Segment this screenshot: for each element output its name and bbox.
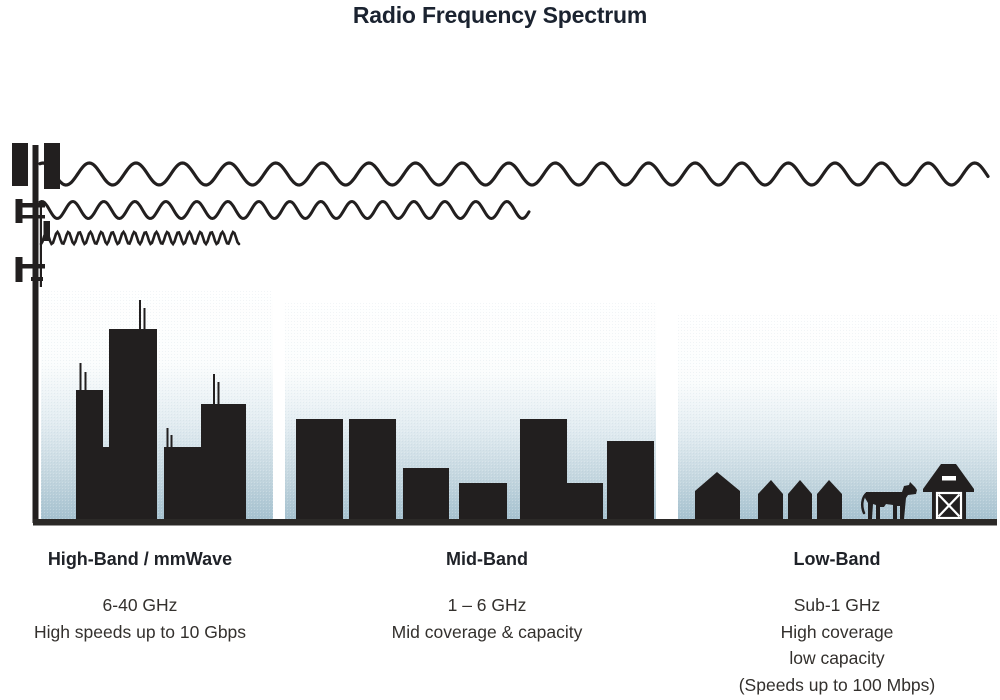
building-icon: [520, 419, 567, 523]
house-icon: [695, 472, 740, 523]
medium-wavelength-wave: [38, 199, 531, 221]
building-icon: [349, 419, 396, 523]
page-title: Radio Frequency Spectrum: [352, 2, 648, 28]
high-band-label: High-Band / mmWave: [47, 549, 233, 569]
skyscraper-icon: [103, 447, 110, 523]
skyscraper-icon: [201, 404, 246, 523]
mid-band-label: Mid-Band: [446, 549, 528, 569]
high-band-description: High speeds up to 10 Gbps: [33, 621, 247, 642]
skyscraper-icon: [164, 447, 201, 523]
low-band-description: low capacity: [789, 648, 885, 668]
high-band-caption: High-Band / mmWave 6-40 GHz High speeds …: [10, 549, 270, 645]
cell-tower-icon: [12, 143, 60, 523]
building-icon: [459, 483, 507, 523]
mid-band-frequency: 1 – 6 GHz: [447, 595, 527, 615]
rooftop-antennas: [79, 300, 220, 449]
rural-scene: [695, 464, 974, 523]
house-icon: [758, 480, 783, 523]
building-icon: [403, 468, 449, 523]
cow-icon: [861, 482, 917, 519]
city-skyline: [76, 300, 246, 523]
low-band-speed-note: (Speeds up to 100 Mbps): [738, 674, 936, 695]
midrise-buildings: [296, 419, 654, 523]
low-band-label: Low-Band: [793, 549, 881, 569]
skyscraper-icon: [109, 329, 157, 523]
barn-loft-window: [942, 476, 956, 481]
skyscraper-icon: [76, 390, 103, 523]
ground-line: [33, 519, 997, 526]
barn-door: [935, 491, 963, 520]
building-icon: [607, 441, 654, 523]
house-icon: [788, 480, 812, 523]
building-icon: [567, 483, 603, 523]
radio-waves: [38, 161, 990, 247]
low-band-caption: Low-Band Sub-1 GHz High coverage low cap…: [707, 549, 967, 698]
low-band-description: High coverage: [780, 621, 894, 642]
long-wavelength-wave: [38, 161, 990, 187]
barn-icon: [923, 464, 974, 521]
short-wavelength-wave: [39, 229, 241, 247]
house-icon: [817, 480, 842, 523]
high-band-frequency: 6-40 GHz: [102, 595, 178, 615]
mid-band-description: Mid coverage & capacity: [391, 621, 583, 642]
mid-band-caption: Mid-Band 1 – 6 GHz Mid coverage & capaci…: [357, 549, 617, 645]
building-icon: [296, 419, 343, 523]
low-band-frequency: Sub-1 GHz: [793, 595, 881, 615]
